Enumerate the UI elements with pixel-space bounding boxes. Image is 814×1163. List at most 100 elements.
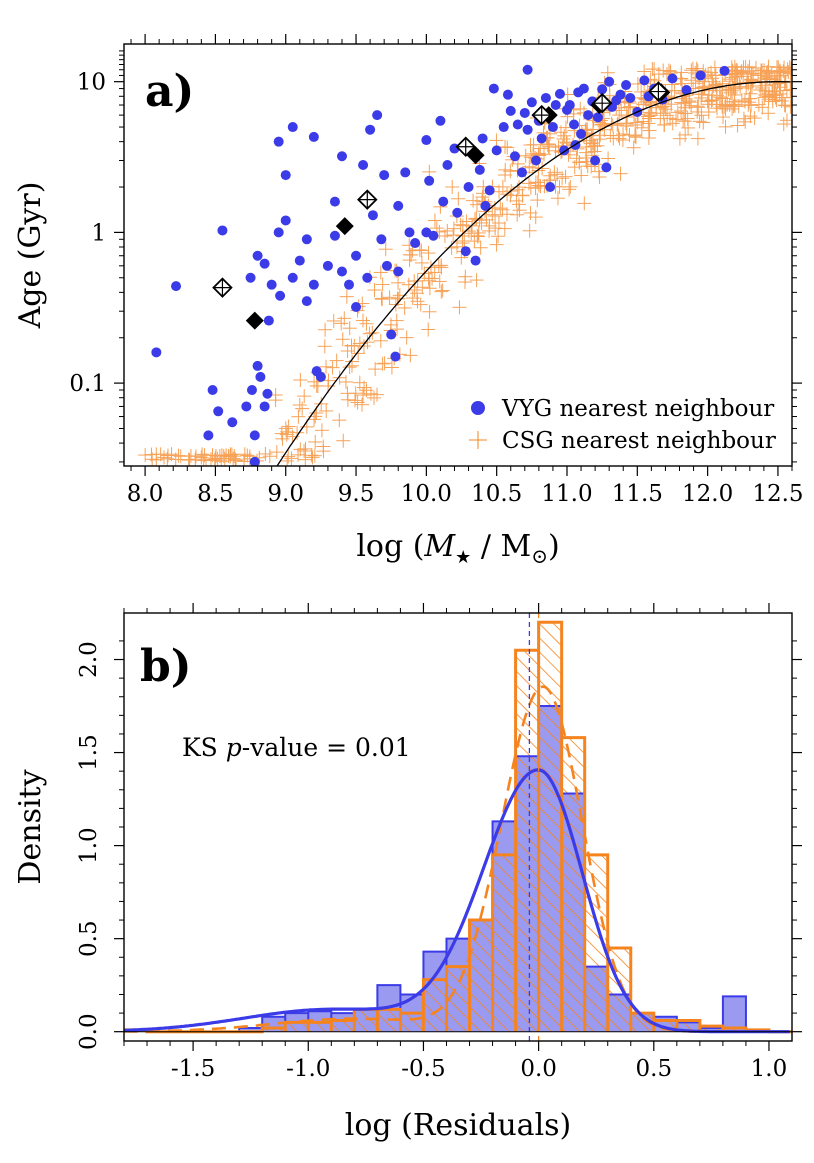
y-tick-label-b: 2.0 [76,641,102,678]
vyg-point [351,301,362,312]
csg-point [674,65,689,80]
csg-point [305,450,320,465]
x-tick-label-a: 8.5 [197,481,234,507]
csg-point [293,373,308,388]
vyg-point [519,107,530,118]
csg-point [445,180,460,195]
vyg-point [308,279,319,290]
csg-point [531,163,546,178]
csg-point [295,401,310,416]
csg-point [556,131,571,146]
vyg-point [576,128,587,139]
csg-point [518,148,533,163]
csg-point [577,196,592,211]
csg-point [384,317,399,332]
csg-point [355,313,370,328]
vyg-histogram-bar [722,996,746,1032]
csg-point [217,451,232,466]
csg-point [181,452,196,466]
vyg-point [344,279,355,290]
csg-point [421,322,436,337]
csg-point [440,223,455,238]
vyg-point [379,170,390,181]
csg-histogram-bar [354,1009,378,1032]
vyg-point [480,200,491,211]
vyg-point [460,246,471,257]
scatter-panel: 8.0 8.5 9.0 9.5 10.0 10.5 11.0 11.5 12.0 12.5 0.1 1… [13,34,804,568]
csg-point [157,450,172,465]
csg-point [744,98,759,113]
vyg-point [540,92,551,103]
csg-point [645,62,660,77]
x-tick-label-b: 0.5 [636,1056,673,1082]
csg-point [493,201,508,216]
csg-histogram-bar [538,622,562,1032]
csg-point [422,281,437,296]
x-tick-label-a: 12.5 [752,481,803,507]
csg-point [469,273,484,288]
vyg-point [336,151,347,162]
csg-point [744,79,759,94]
vyg-point [695,70,706,81]
csg-point [700,94,715,109]
vyg-point [393,266,404,277]
legend-cross-mark [469,431,487,449]
vyg-point [280,170,291,181]
vyg-point [410,238,421,249]
csg-point [292,397,307,412]
csg-histogram-bar [630,1013,654,1032]
vyg-point [249,456,260,466]
median-filled-diamond [245,311,264,330]
vyg-point [531,155,542,166]
csg-point [281,419,296,434]
csg-point [375,292,390,307]
csg-point [434,258,449,273]
csg-point [473,240,488,255]
csg-point [755,100,770,115]
csg-point [563,179,578,194]
vyg-point [273,136,284,147]
csg-point [335,332,350,347]
csg-point [491,229,506,244]
csg-point [709,88,724,103]
csg-histogram-bar [262,1027,286,1032]
csg-point [741,97,756,112]
csg-point [562,182,577,197]
csg-point [510,207,525,222]
vyg-point [393,200,404,211]
csg-point [579,140,594,155]
vyg-point [287,122,298,133]
csg-histogram-bar [561,737,585,1032]
vyg-point [442,159,453,170]
csg-histogram-bar [308,1022,332,1032]
csg-point [515,188,530,203]
csg-point [715,91,730,106]
vyg-point [516,167,527,178]
csg-point [684,73,699,88]
csg-point [314,396,329,411]
y-tick-label-a: 0.1 [69,371,106,397]
csg-point [642,105,657,120]
vyg-point [470,255,481,266]
csg-point [541,136,556,151]
csg-point [160,451,175,466]
vyg-point [597,84,608,95]
vyg-point [255,371,266,382]
csg-point [362,326,377,341]
vyg-point [550,100,561,111]
legend-label-csg: CSG nearest neighbour [502,428,776,454]
x-tick-label-b: -0.5 [401,1056,445,1082]
csg-histogram-bar [446,966,470,1032]
csg-point [434,284,449,299]
csg-point [168,452,183,466]
y-tick-label-a: 1 [91,220,106,246]
csg-point [696,80,711,95]
csg-histogram-bar [722,1027,746,1032]
x-tick-label-b: -1.5 [171,1056,215,1082]
csg-point [316,444,331,459]
csg-point [258,446,273,461]
y-tick-label-b: 0.5 [76,920,102,957]
csg-point [757,90,772,105]
csg-point [325,360,340,375]
y-axis-label-b: Density [13,769,48,884]
